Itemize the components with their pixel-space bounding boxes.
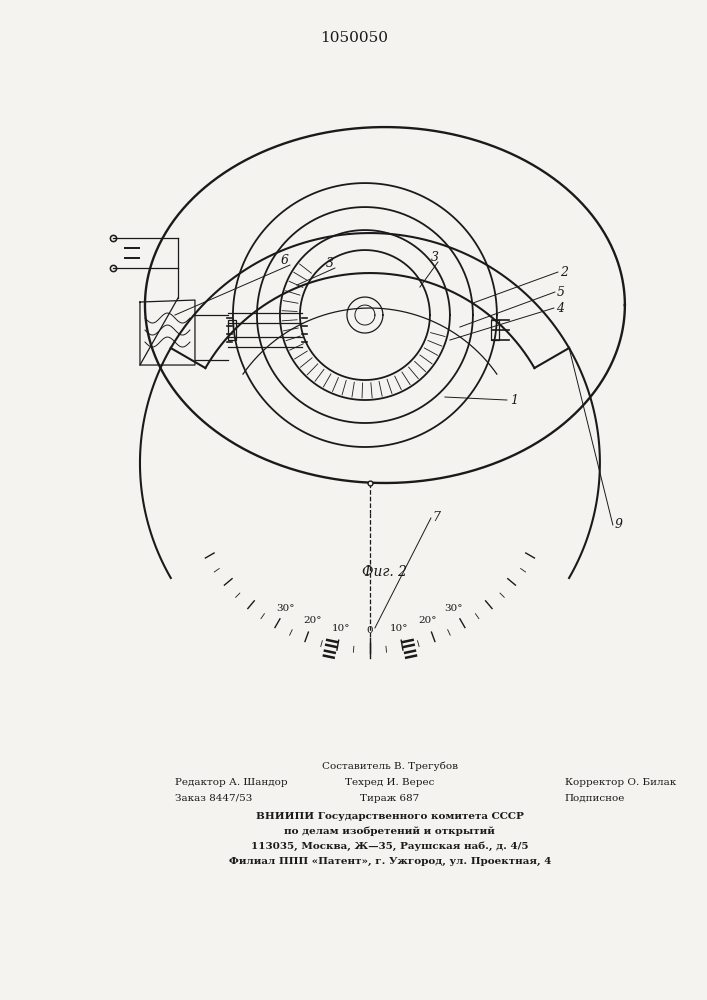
Text: 1050050: 1050050 <box>320 31 388 45</box>
Text: 0: 0 <box>367 626 373 635</box>
Text: 1: 1 <box>510 394 518 407</box>
Text: 5: 5 <box>557 286 565 299</box>
Text: Филиал ППП «Патент», г. Ужгород, ул. Проектная, 4: Филиал ППП «Патент», г. Ужгород, ул. Про… <box>229 857 551 866</box>
Text: 30°: 30° <box>445 604 463 613</box>
Text: 7: 7 <box>433 511 441 524</box>
Text: ВНИИПИ Государственного комитета СССР: ВНИИПИ Государственного комитета СССР <box>256 812 524 821</box>
Text: Редактор А. Шандор: Редактор А. Шандор <box>175 778 288 787</box>
Bar <box>228 320 236 340</box>
Text: Техред И. Верес: Техред И. Верес <box>345 778 435 787</box>
Text: 30°: 30° <box>276 604 296 613</box>
Text: 9: 9 <box>615 518 623 531</box>
Text: по делам изобретений и открытий: по делам изобретений и открытий <box>284 827 496 836</box>
Text: Корректор О. Билак: Корректор О. Билак <box>565 778 676 787</box>
Text: 20°: 20° <box>303 616 322 625</box>
Bar <box>491 320 499 340</box>
Text: Составитель В. Трегубов: Составитель В. Трегубов <box>322 762 458 771</box>
Text: Фиг. 2: Фиг. 2 <box>363 565 407 579</box>
Text: Подписное: Подписное <box>565 794 625 803</box>
Text: 20°: 20° <box>418 616 437 625</box>
Text: 10°: 10° <box>332 624 350 633</box>
Text: 3: 3 <box>326 257 334 270</box>
Text: 2: 2 <box>560 266 568 279</box>
Text: Заказ 8447/53: Заказ 8447/53 <box>175 794 252 803</box>
Text: 6: 6 <box>281 254 289 267</box>
Text: Тираж 687: Тираж 687 <box>361 794 419 803</box>
Text: 3: 3 <box>431 251 439 264</box>
Text: 113035, Москва, Ж—35, Раушская наб., д. 4/5: 113035, Москва, Ж—35, Раушская наб., д. … <box>251 842 529 851</box>
Text: 10°: 10° <box>390 624 409 633</box>
Text: 4: 4 <box>556 302 564 315</box>
